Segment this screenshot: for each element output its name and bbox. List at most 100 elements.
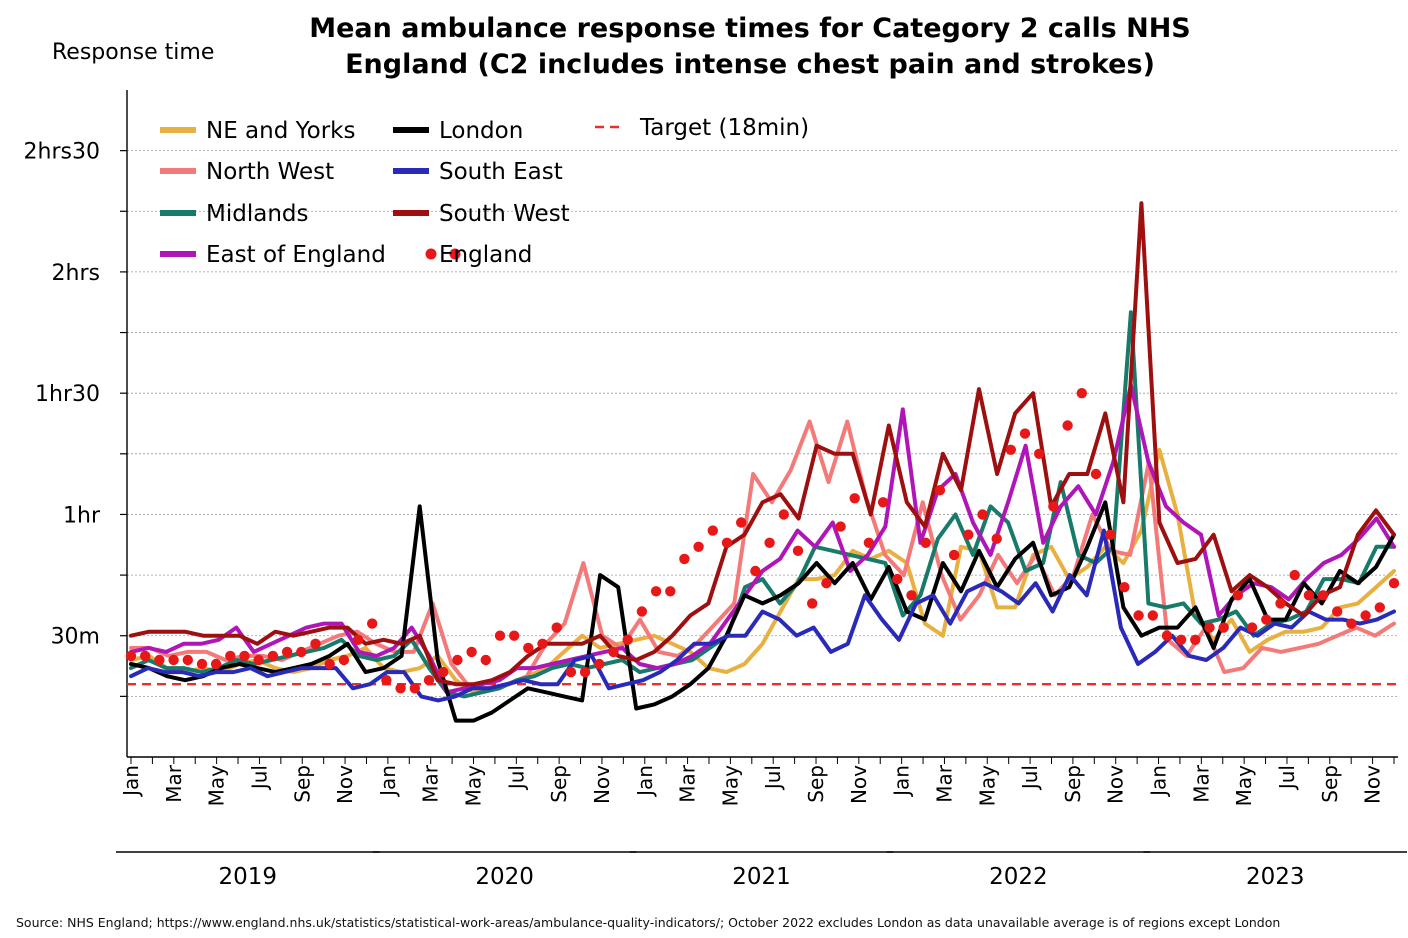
data-point-england (892, 573, 903, 585)
x-tick-label: Jul (761, 765, 785, 791)
year-label: 2021 (732, 864, 791, 890)
data-point-england (324, 658, 335, 670)
data-point-england (1147, 610, 1159, 621)
data-point-england (281, 646, 293, 658)
x-tick-label: May (1232, 765, 1256, 807)
data-point-england (367, 618, 378, 629)
data-point-england (1261, 614, 1272, 625)
y-tick-label: 2hrs30 (24, 140, 100, 165)
y-axis-label: Response time (52, 40, 215, 65)
data-point-england (338, 654, 350, 666)
chart-title-line-2: England (C2 includes intense chest pain … (345, 49, 1155, 80)
data-point-england (452, 654, 463, 666)
data-point-england (551, 622, 562, 633)
x-tick-label: Jan (1147, 765, 1171, 798)
series-line-east-of-england (129, 383, 1396, 695)
x-tick-label: Jan (119, 765, 143, 798)
data-point-england (1062, 420, 1073, 431)
data-point-england (225, 650, 236, 662)
x-tick-label: Nov (847, 765, 871, 804)
x-tick-label: Mar (1189, 764, 1213, 803)
data-point-england (565, 666, 577, 678)
data-point-england (1289, 569, 1300, 581)
x-tick-label: Nov (333, 765, 357, 804)
x-tick-label: Mar (932, 764, 956, 803)
y-tick-label: 1hr (63, 503, 101, 528)
series-line-south-west (129, 201, 1396, 687)
data-point-england (963, 529, 974, 540)
x-tick-label: Mar (676, 764, 700, 803)
data-point-england (622, 634, 633, 645)
data-point-england (934, 485, 946, 496)
data-point-england (679, 553, 690, 565)
x-tick-label: Sep (1061, 765, 1085, 803)
legend-label: Midlands (206, 201, 308, 227)
data-point-england (1190, 634, 1201, 645)
x-tick-label: Mar (419, 764, 443, 803)
data-point-england (707, 525, 718, 536)
chart-title-line-1: Mean ambulance response times for Catego… (309, 13, 1191, 44)
legend-label: South West (439, 201, 570, 227)
source-note: Source: NHS England; https://www.england… (16, 915, 1281, 930)
data-point-england (253, 654, 264, 666)
x-tick-label: Sep (290, 765, 314, 803)
year-label: 2019 (218, 864, 277, 890)
data-point-england (849, 493, 860, 504)
data-point-england (920, 537, 931, 548)
series-line-midlands (129, 310, 1396, 699)
data-point-england (1034, 448, 1045, 459)
data-point-england (778, 509, 789, 520)
data-point-england (182, 654, 193, 666)
x-tick-label: May (718, 765, 742, 807)
x-tick-label: Sep (1318, 765, 1342, 803)
data-point-england (480, 654, 491, 666)
data-point-england (1090, 468, 1102, 480)
data-point-england (835, 521, 846, 532)
data-point-england (1204, 622, 1215, 633)
data-point-england (821, 578, 832, 589)
data-point-england (792, 545, 804, 556)
series-line-north-west (129, 419, 1396, 691)
data-point-england (1332, 606, 1343, 617)
data-point-england (1346, 618, 1357, 629)
data-point-england (409, 683, 420, 694)
data-point-england (764, 537, 775, 548)
data-point-england (665, 586, 676, 597)
data-point-england (1161, 630, 1173, 641)
data-point-england (608, 646, 619, 658)
data-point-england (438, 666, 449, 678)
year-label: 2020 (475, 864, 534, 890)
data-point-england (1175, 634, 1187, 645)
data-point-england (1388, 578, 1400, 589)
data-point-england (1105, 529, 1116, 540)
x-tick-label: May (462, 765, 486, 807)
legend-label-target: Target (18min) (639, 115, 809, 141)
x-tick-label: Jan (633, 765, 657, 798)
data-point-england (693, 541, 704, 552)
legend-label: London (439, 118, 523, 144)
data-point-england (579, 666, 591, 678)
data-point-england (210, 658, 222, 670)
x-tick-label: Mar (162, 764, 186, 803)
legend-label: NE and Yorks (206, 118, 355, 144)
data-point-england (466, 646, 477, 658)
data-point-england (523, 642, 534, 654)
data-point-england (877, 497, 889, 508)
data-point-england (1303, 590, 1315, 601)
data-point-england (948, 549, 960, 561)
data-point-england (1119, 582, 1130, 593)
data-point-england (1076, 388, 1088, 399)
data-point-england (310, 638, 321, 649)
data-point-england (1374, 602, 1386, 613)
data-point-england (1133, 610, 1144, 621)
data-point-england (991, 533, 1002, 544)
legend-label: East of England (206, 242, 386, 268)
data-point-england (1218, 622, 1229, 633)
series-line-london (129, 500, 1396, 723)
data-point-england (650, 586, 662, 597)
data-point-england (196, 658, 208, 670)
data-point-england (494, 630, 506, 641)
x-tick-label: Nov (1361, 765, 1385, 804)
legend-marker (449, 248, 461, 260)
